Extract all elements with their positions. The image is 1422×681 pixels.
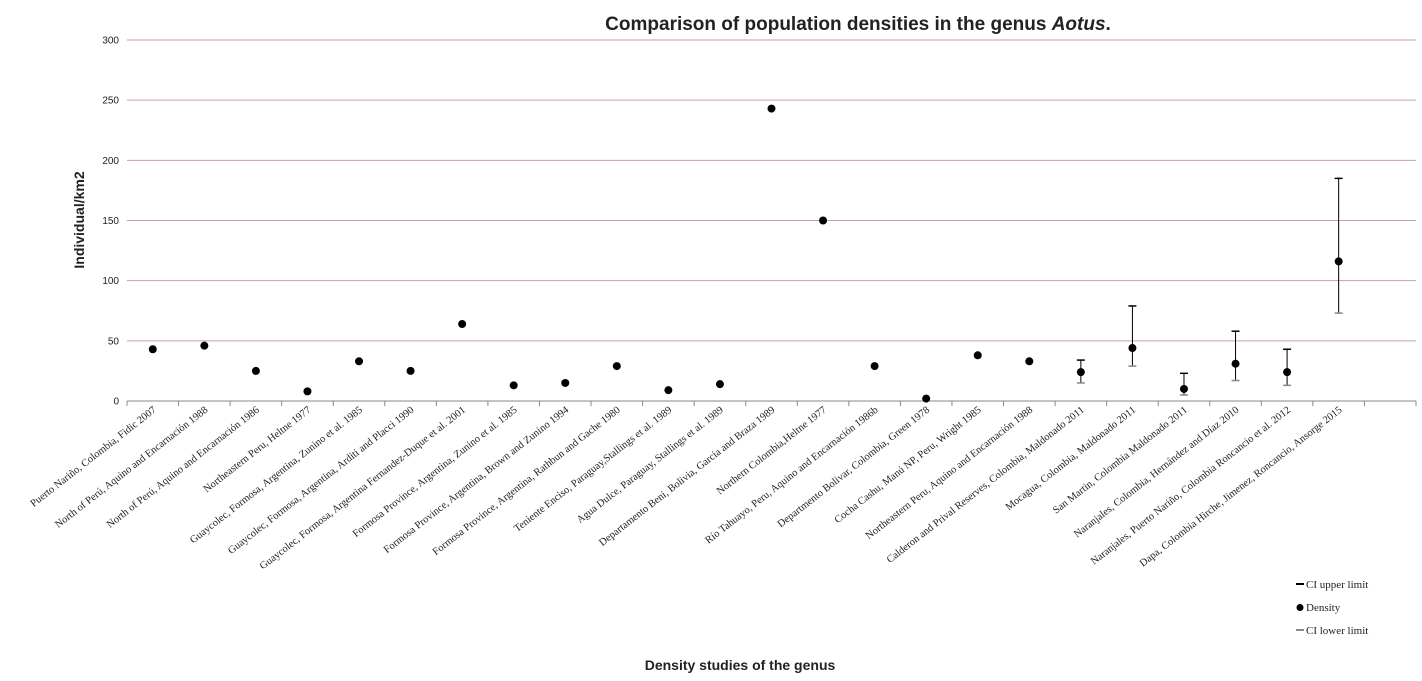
x-tick-label: Guaycolec, Formosa, Argentina, Arditi an…: [226, 405, 416, 557]
legend-density-label: Density: [1306, 602, 1341, 614]
y-tick-label: 200: [102, 156, 119, 167]
y-tick-label: 0: [113, 397, 119, 408]
density-point: [303, 387, 312, 396]
x-axis: Puerto Nariño, Colombia, Fidic 2007North…: [29, 401, 1417, 572]
y-tick-label: 50: [108, 336, 120, 347]
y-tick-label: 100: [102, 276, 119, 287]
density-point: [1025, 357, 1034, 366]
density-point: [355, 357, 364, 366]
density-point: [767, 104, 776, 113]
chart-title: Comparison of population densities in th…: [605, 14, 1111, 35]
density-point: [715, 380, 724, 389]
legend: CI upper limit Density CI lower limit: [1296, 579, 1368, 637]
y-axis-title: Individual/km2: [71, 171, 87, 268]
x-tick-label: Calderon and Prival Reserves, Colombia, …: [885, 405, 1087, 566]
density-points: [148, 104, 1343, 403]
density-point: [1283, 368, 1292, 377]
density-point: [922, 394, 931, 403]
density-point: [870, 362, 879, 371]
y-tick-label: 250: [102, 96, 119, 107]
density-point: [973, 351, 982, 360]
density-point: [458, 319, 467, 328]
y-tick-label: 150: [102, 216, 119, 227]
x-tick-label: Naranjales, Puerto Nariño, Colombia Ronc…: [1089, 405, 1293, 568]
density-point: [819, 216, 828, 225]
x-tick-label: Formosa Province, Argentina, Brown and Z…: [382, 404, 572, 556]
x-tick-label: Northeastern Peru, Heltne 1977: [202, 405, 314, 496]
density-point: [200, 341, 209, 350]
density-point: [1231, 359, 1240, 368]
legend-upper-label: CI upper limit: [1306, 579, 1368, 591]
density-point: [251, 366, 260, 375]
x-tick-label: Departamento Beni, Bolivia, Garcia and B…: [597, 405, 777, 549]
density-point: [664, 386, 673, 395]
density-point: [1334, 257, 1343, 266]
x-axis-title: Density studies of the genus: [645, 657, 836, 673]
density-point: [612, 362, 621, 371]
density-point: [1076, 368, 1085, 377]
y-axis-ticks: 0 50 100 150 200 250 300: [102, 36, 119, 408]
error-bars: [1076, 177, 1343, 396]
density-point: [1128, 344, 1137, 353]
y-tick-label: 300: [102, 36, 119, 47]
legend-lower-label: CI lower limit: [1306, 625, 1368, 637]
x-tick-label: Formosa Province, Argentina, Rathbun and…: [431, 405, 623, 558]
density-point: [509, 381, 518, 390]
legend-density-marker: [1296, 604, 1304, 611]
density-point: [406, 366, 415, 375]
density-point: [148, 345, 157, 354]
grid-lines: [127, 39, 1416, 402]
density-point: [561, 378, 570, 387]
density-point: [1179, 384, 1188, 393]
